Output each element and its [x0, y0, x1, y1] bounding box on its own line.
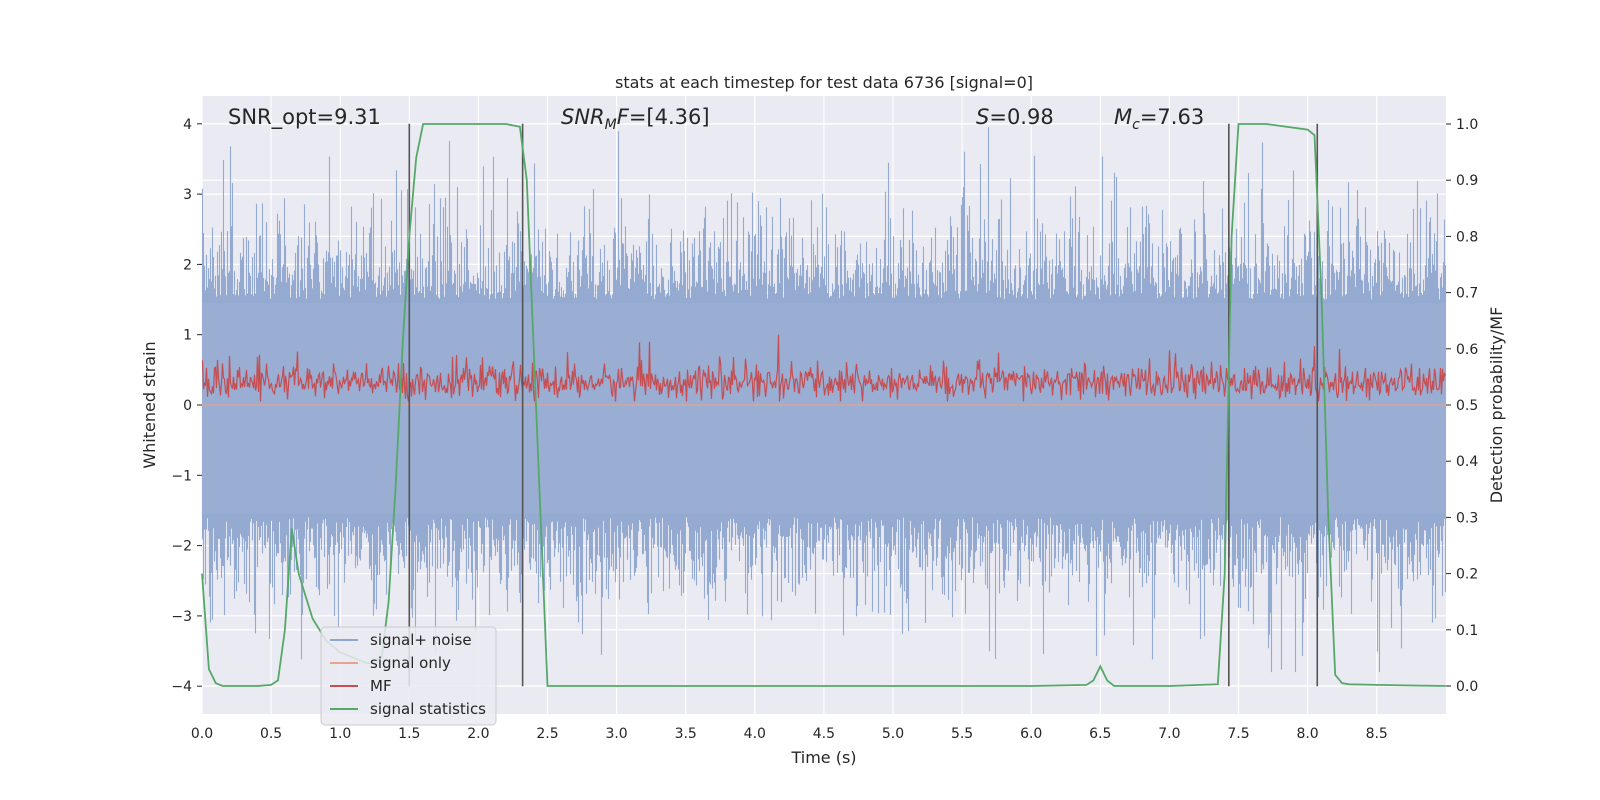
- series-signal-statistics: [201, 123, 1446, 687]
- x-tick-label: 1.5: [398, 726, 420, 742]
- x-tick-label: 4.5: [813, 726, 835, 742]
- x-tick-label: 4.0: [744, 726, 766, 742]
- chart-title: stats at each timestep for test data 673…: [615, 73, 1033, 92]
- x-tick-label: 8.5: [1366, 726, 1388, 742]
- x-tick-label: 2.0: [467, 726, 489, 742]
- x-tick-label: 6.0: [1020, 726, 1042, 742]
- y2-tick-label: 0.4: [1456, 454, 1478, 470]
- signal-noise-core: [202, 303, 1446, 514]
- y2-tick-label: 0.1: [1456, 623, 1478, 639]
- legend: signal+ noise signal only MF signal stat…: [320, 626, 497, 726]
- x-tick-label: 2.5: [536, 726, 558, 742]
- y2-tick-label: 0.7: [1456, 286, 1478, 302]
- y-tick-label: −4: [171, 679, 192, 695]
- y-tick-label: 2: [183, 257, 192, 273]
- legend-label-signal-statistics: signal statistics: [370, 700, 486, 718]
- x-tick-label: 6.5: [1089, 726, 1111, 742]
- x-tick-label: 5.5: [951, 726, 973, 742]
- x-tick-label: 7.5: [1227, 726, 1249, 742]
- x-tick-label: 1.0: [329, 726, 351, 742]
- legend-label-signal-only: signal only: [370, 654, 451, 672]
- y2-axis-label: Detection probability/MF: [1487, 307, 1506, 504]
- y2-tick-label: 0.9: [1456, 173, 1478, 189]
- y2-tick-label: 0.2: [1456, 567, 1478, 583]
- x-tick-label: 3.5: [675, 726, 697, 742]
- axis-ticks: 0.0 0.5 1.0 1.5 2.0 2.5 3.0 3.5 4.0 4.5 5.0 5.5 6.0 6…: [171, 117, 1478, 742]
- x-tick-label: 5.0: [882, 726, 904, 742]
- y2-tick-label: 0.8: [1456, 229, 1478, 245]
- y-tick-label: −1: [171, 468, 192, 484]
- x-tick-label: 0.0: [191, 726, 213, 742]
- y2-tick-label: 1.0: [1456, 117, 1478, 133]
- annotation-snr-mf: SNRMF=[4.36]: [561, 105, 710, 133]
- y-tick-label: 0: [183, 398, 192, 414]
- y-tick-label: 3: [183, 187, 192, 203]
- signal-statistics-line: [201, 123, 1446, 687]
- x-tick-label: 8.0: [1296, 726, 1318, 742]
- annotation-snr-opt: SNR_opt=9.31: [228, 105, 381, 130]
- legend-box: [320, 626, 497, 726]
- legend-label-signal-noise: signal+ noise: [370, 631, 472, 649]
- legend-label-mf: MF: [370, 677, 392, 695]
- y2-tick-label: 0.0: [1456, 679, 1478, 695]
- y-axis-label: Whitened strain: [140, 341, 159, 468]
- annotations: SNR_opt=9.31 SNRMF=[4.36] S=0.98 Mc=7.63: [228, 105, 1204, 133]
- y2-tick-label: 0.5: [1456, 398, 1478, 414]
- y-tick-label: −2: [171, 539, 192, 555]
- x-tick-label: 0.5: [260, 726, 282, 742]
- y-tick-label: 1: [183, 328, 192, 344]
- annotation-s: S=0.98: [976, 105, 1054, 129]
- y2-tick-label: 0.6: [1456, 342, 1478, 358]
- annotation-mc: Mc=7.63: [1114, 105, 1204, 133]
- y-tick-label: 4: [183, 117, 192, 133]
- y-tick-label: −3: [171, 609, 192, 625]
- x-tick-label: 7.0: [1158, 726, 1180, 742]
- x-tick-label: 3.0: [605, 726, 627, 742]
- y2-tick-label: 0.3: [1456, 510, 1478, 526]
- x-axis-label: Time (s): [790, 748, 856, 767]
